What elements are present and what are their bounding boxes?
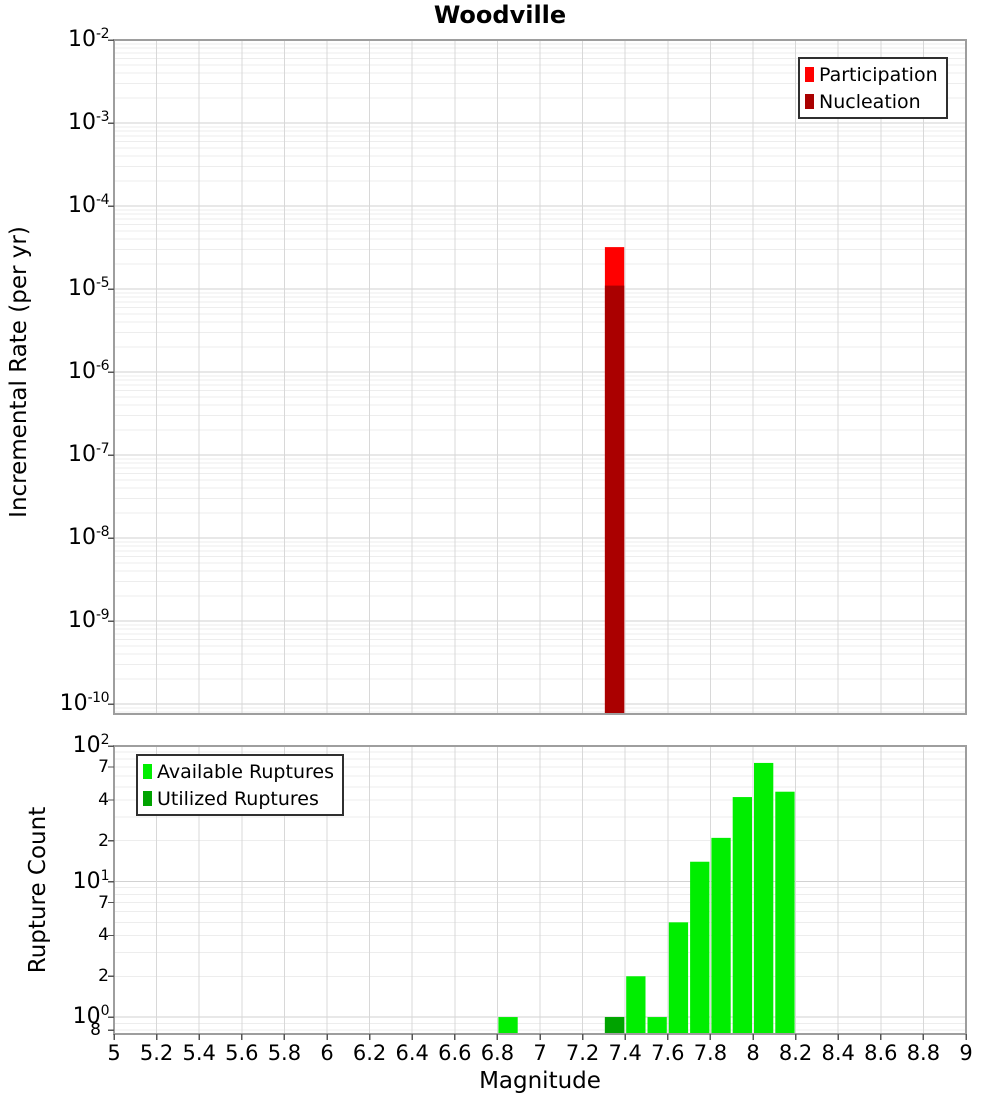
legend-label: Nucleation	[819, 90, 921, 113]
bar-utilized-ruptures	[604, 1017, 625, 1034]
panel-border	[113, 39, 967, 715]
x-tick-label: 7.8	[693, 1041, 728, 1065]
legend-label: Available Ruptures	[157, 760, 334, 783]
x-tick-label: 6.8	[480, 1041, 515, 1065]
y-tick-label: 100	[72, 1003, 110, 1030]
y-tick-label: 10-10	[59, 690, 110, 717]
y-tick-label: 10-6	[68, 358, 109, 385]
bar-available-ruptures	[647, 1017, 667, 1034]
x-tick-label: 8.8	[906, 1041, 941, 1065]
legend-item: Available Ruptures	[143, 758, 334, 785]
x-tick-label: 6.6	[438, 1041, 472, 1065]
participation-swatch-icon	[805, 67, 814, 82]
legend-label: Utilized Ruptures	[157, 787, 319, 810]
legend-item: Utilized Ruptures	[143, 785, 334, 812]
y-minor-tick-label: 8	[90, 1020, 101, 1041]
x-axis-title: Magnitude	[479, 1068, 601, 1094]
x-tick-label: 5	[107, 1041, 121, 1065]
bar-available-ruptures	[732, 797, 752, 1034]
y-tick-label: 101	[72, 867, 110, 894]
utilized-ruptures-swatch-icon	[143, 791, 152, 806]
x-tick-label: 5.8	[267, 1041, 302, 1065]
y-minor-tick-label: 7	[98, 756, 109, 777]
y-minor-tick-label: 4	[98, 789, 109, 810]
bar-available-ruptures	[626, 976, 646, 1034]
x-tick-label: 5.4	[182, 1041, 216, 1065]
y-tick-label: 10-8	[68, 524, 109, 551]
legend-bottom: Available Ruptures Utilized Ruptures	[136, 754, 344, 816]
x-tick-label: 7.2	[565, 1041, 600, 1065]
y-tick-label: 102	[72, 732, 110, 758]
y-tick-label: 10-7	[68, 441, 109, 468]
bar-available-ruptures	[498, 1017, 518, 1034]
bar-available-ruptures	[775, 791, 795, 1034]
y-tick-label: 10-3	[68, 109, 109, 135]
y-minor-tick-label: 4	[98, 925, 109, 946]
y-tick-label: 10-2	[68, 26, 109, 52]
x-tick-label: 7.6	[651, 1041, 685, 1065]
available-ruptures-swatch-icon	[143, 764, 152, 779]
x-tick-label: 8.4	[821, 1041, 855, 1065]
bar-available-ruptures	[754, 762, 774, 1034]
x-tick-label: 7.4	[608, 1041, 642, 1065]
y-minor-tick-label: 2	[98, 966, 109, 987]
nucleation-swatch-icon	[805, 94, 814, 109]
x-tick-label: 8	[746, 1041, 760, 1065]
x-tick-label: 8.6	[864, 1041, 898, 1065]
y-tick-label: 10-4	[68, 192, 109, 219]
bar-available-ruptures	[711, 837, 731, 1034]
x-tick-label: 8.2	[778, 1041, 813, 1065]
y-minor-tick-label: 2	[98, 830, 109, 851]
x-tick-label: 7	[533, 1041, 547, 1065]
y-tick-label: 10-5	[68, 275, 109, 302]
x-tick-label: 5.2	[139, 1041, 174, 1065]
x-tick-label: 9	[959, 1041, 973, 1065]
legend-label: Participation	[819, 63, 938, 86]
x-tick-label: 6	[320, 1041, 334, 1065]
bar-nucleation	[604, 285, 625, 714]
x-tick-label: 6.2	[352, 1041, 387, 1065]
bar-available-ruptures	[668, 922, 689, 1034]
bar-available-ruptures	[690, 861, 710, 1034]
y-minor-tick-label: 7	[98, 892, 109, 913]
legend-top: Participation Nucleation	[798, 57, 948, 119]
legend-item: Nucleation	[805, 88, 938, 115]
y-tick-label: 10-9	[68, 607, 109, 634]
x-tick-label: 6.4	[395, 1041, 429, 1065]
chart-title: Woodville	[433, 1, 567, 29]
legend-item: Participation	[805, 61, 938, 88]
x-tick-label: 5.6	[225, 1041, 259, 1065]
